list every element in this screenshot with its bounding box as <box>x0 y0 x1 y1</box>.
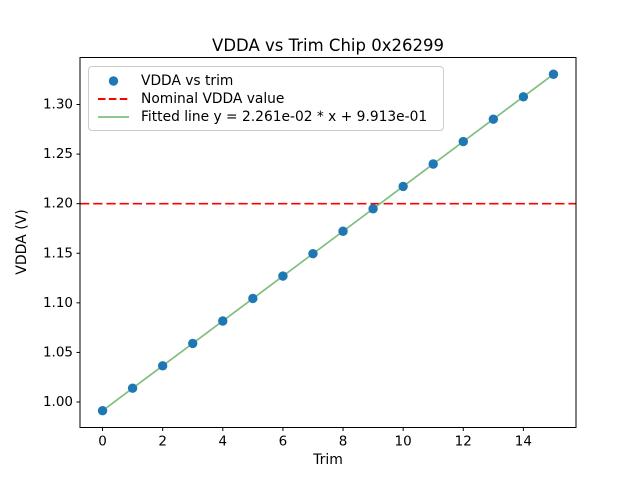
data-point <box>338 226 348 236</box>
y-axis-label: VDDA (V) <box>14 209 30 275</box>
data-point <box>188 338 198 349</box>
legend-entry-fitted-line: Fitted line y = 2.261e-02 * x + 9.913e-0… <box>98 108 435 126</box>
y-tick-label: 1.30 <box>43 97 73 113</box>
chart-title: VDDA vs Trim Chip 0x26299 <box>212 36 444 55</box>
x-tick-label: 4 <box>218 434 227 450</box>
data-point <box>97 405 108 416</box>
y-tick-label: 1.25 <box>43 146 73 162</box>
data-point <box>548 69 559 79</box>
x-tick-label: 8 <box>339 434 348 450</box>
data-point <box>368 204 378 214</box>
legend-label: Fitted line y = 2.261e-02 * x + 9.913e-0… <box>141 109 428 125</box>
y-tick-label: 1.00 <box>43 394 73 410</box>
y-tick-label: 1.20 <box>43 196 73 212</box>
data-point <box>428 159 438 169</box>
x-tick-label: 10 <box>395 434 412 450</box>
y-tick-label: 1.05 <box>43 344 73 360</box>
data-point <box>218 316 228 326</box>
dashed-line-icon <box>98 92 129 106</box>
data-point <box>488 114 499 124</box>
data-point <box>518 92 529 102</box>
x-tick-label: 12 <box>455 434 472 450</box>
y-tick-label: 1.15 <box>43 245 73 261</box>
legend-entry-nominal-vdda: Nominal VDDA value <box>98 90 435 108</box>
scatter-dot-icon <box>98 74 129 88</box>
data-point <box>157 361 168 371</box>
legend-label: Nominal VDDA value <box>141 91 285 107</box>
legend: VDDA vs trim Nominal VDDA value Fitted l… <box>88 66 444 131</box>
x-axis-label: Trim <box>313 452 343 468</box>
x-tick-label: 14 <box>515 434 532 450</box>
data-point <box>278 271 288 281</box>
solid-line-icon <box>98 110 129 124</box>
x-tick-label: 0 <box>98 434 107 450</box>
x-tick-label: 2 <box>158 434 167 450</box>
data-point <box>248 293 258 304</box>
data-point <box>308 248 318 259</box>
data-point <box>398 181 408 192</box>
legend-label: VDDA vs trim <box>141 73 234 89</box>
axes-spines <box>79 57 577 428</box>
x-tick-label: 6 <box>279 434 288 450</box>
fitted-line <box>102 73 554 412</box>
y-tick-label: 1.10 <box>43 295 73 311</box>
legend-entry-vdda-vs-trim: VDDA vs trim <box>98 72 435 90</box>
data-point <box>127 383 138 393</box>
data-point <box>458 136 468 147</box>
